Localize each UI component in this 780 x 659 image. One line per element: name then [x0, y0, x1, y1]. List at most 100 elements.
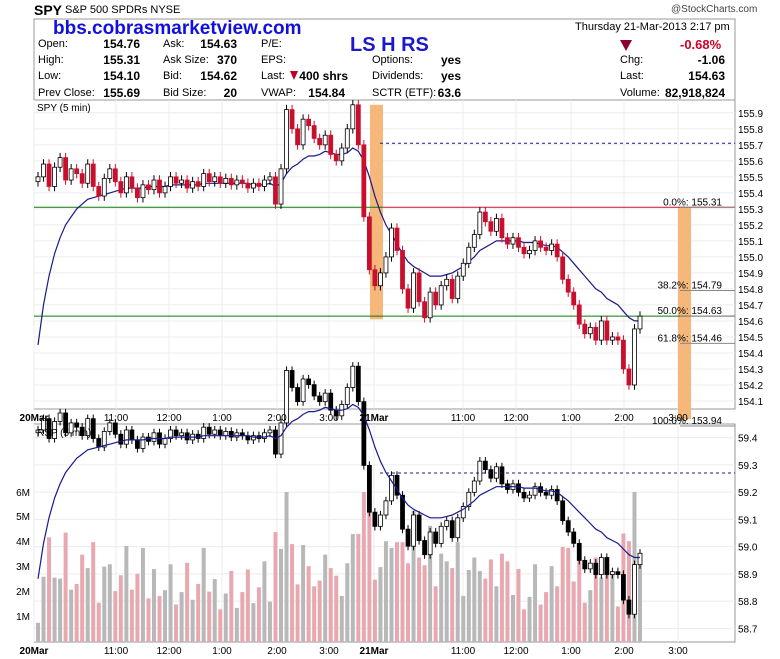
volume-tick: 4M	[16, 537, 30, 548]
header-frame	[33, 18, 736, 101]
bid-value: 154.62	[200, 69, 237, 83]
candle-body	[637, 315, 643, 330]
rsp-candle-body	[444, 520, 450, 527]
low-value: 154.10	[103, 69, 140, 83]
candle-body	[195, 181, 201, 187]
dividends-label: Dividends:	[372, 70, 424, 82]
candle-body	[79, 173, 85, 184]
volume-bar	[439, 553, 444, 642]
rsp-candle-body	[322, 392, 328, 403]
price-x-tick: 2:00	[267, 413, 287, 424]
rsp-x-tick: 21Mar	[360, 646, 389, 657]
candle-body	[516, 237, 521, 248]
candle-body	[295, 128, 300, 146]
last-shares-value: 400 shrs	[299, 69, 348, 83]
volume-bar	[290, 544, 295, 642]
rsp-candle-body	[449, 520, 455, 539]
volume-bar	[356, 534, 361, 642]
candle-body	[344, 128, 350, 149]
candle-body	[223, 178, 229, 184]
rsp-candle-body	[217, 429, 223, 437]
volume-bar	[262, 561, 267, 642]
pattern-annotation: LS H RS	[350, 34, 429, 56]
volume-bar	[306, 566, 311, 642]
rsp-candle-body	[151, 432, 157, 442]
rsp-candle-body	[90, 418, 96, 439]
volume-bar	[593, 557, 598, 642]
last-label: Last:	[261, 70, 285, 82]
volume-bar	[533, 564, 538, 642]
volume-bar	[428, 525, 433, 642]
rsp-candle-body	[317, 395, 323, 403]
last2-label: Last:	[620, 70, 644, 82]
candle-body	[499, 218, 505, 239]
volume-bar	[273, 532, 278, 642]
candle-body	[510, 237, 516, 245]
candle-body	[289, 109, 295, 130]
candle-body	[278, 168, 284, 205]
volume-bar	[610, 572, 615, 642]
candle-body	[615, 336, 621, 341]
rsp-candle-body	[554, 489, 560, 502]
volume-bar	[378, 567, 383, 642]
candle-body	[179, 179, 184, 184]
rsp-y-tick: 58.8	[738, 597, 758, 608]
rsp-candle-body	[57, 412, 63, 422]
volume-bar	[544, 592, 549, 642]
volume-bar	[245, 569, 250, 642]
chg-value: -1.06	[697, 53, 725, 67]
candle-body	[549, 243, 555, 251]
volume-tick: 2M	[16, 587, 30, 598]
volume-bar	[394, 542, 399, 642]
candle-body	[262, 179, 267, 187]
volume-bar	[251, 603, 256, 642]
volume-bar	[168, 564, 173, 642]
candle-body	[168, 176, 173, 187]
volume-bar	[63, 532, 68, 642]
price-x-tick: 20Mar	[20, 413, 49, 424]
volume-bar	[107, 564, 112, 642]
rsp-candle-body	[604, 557, 610, 575]
rsp-panel-title: RSP (5 min)	[37, 428, 91, 439]
rsp-candle-body	[576, 542, 582, 561]
candle-body	[228, 178, 234, 186]
rsp-candle-body	[79, 426, 85, 437]
candle-body	[422, 301, 428, 319]
rsp-candle-body	[63, 412, 69, 434]
volume-bar	[157, 595, 162, 642]
rsp-candle-body	[466, 491, 472, 507]
rsp-candle-body	[101, 431, 107, 448]
price-y-tick: 154.1	[738, 397, 763, 408]
rsp-candle-body	[328, 392, 334, 411]
rsp-candle-body	[295, 387, 300, 403]
volume-bar	[323, 554, 328, 642]
volume-bar	[566, 547, 571, 642]
price-y-tick: 154.9	[738, 269, 763, 280]
rsp-candle-body	[41, 418, 46, 431]
candle-body	[212, 176, 218, 183]
fib-label: 0.0%: 155.31	[663, 197, 722, 208]
volume-bar	[279, 548, 284, 642]
rsp-candle-body	[560, 500, 566, 522]
rsp-candle-body	[228, 431, 234, 438]
candle-body	[389, 227, 394, 258]
candle-body	[471, 234, 477, 248]
rsp-candle-body	[361, 401, 367, 466]
rsp-candle-body	[96, 438, 102, 448]
rsp-candle-body	[543, 491, 549, 496]
price-y-tick: 154.4	[738, 349, 763, 360]
rsp-candle-body	[427, 531, 433, 556]
volume-bar	[350, 534, 355, 642]
candle-body	[494, 218, 499, 232]
volume-bar	[69, 589, 74, 642]
volume-bar	[555, 586, 560, 642]
rsp-candle-body	[532, 486, 538, 496]
rsp-candle-body	[366, 465, 372, 513]
rsp-candle-body	[521, 491, 527, 499]
rsp-candle-body	[455, 517, 461, 539]
candle-body	[201, 173, 207, 187]
candle-body	[433, 291, 439, 306]
rsp-candle-body	[615, 571, 621, 575]
volume-bar	[588, 590, 593, 642]
